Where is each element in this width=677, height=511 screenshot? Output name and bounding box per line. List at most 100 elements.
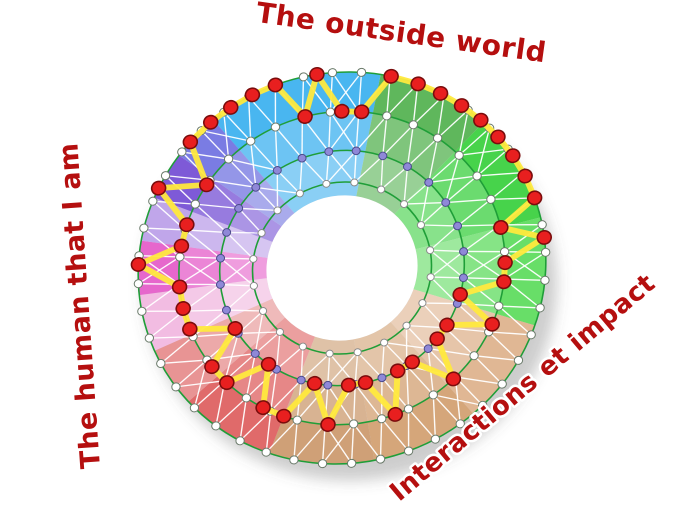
mesh-node[interactable] <box>223 154 234 164</box>
sector-green-light[interactable] <box>401 205 575 360</box>
selected-node[interactable] <box>178 216 196 233</box>
selected-node[interactable] <box>353 103 371 120</box>
mesh-node[interactable] <box>403 446 414 456</box>
mesh-node[interactable] <box>222 227 232 237</box>
mesh-node[interactable] <box>381 111 392 121</box>
mesh-node[interactable] <box>261 447 272 457</box>
mesh-node[interactable] <box>273 206 282 215</box>
mesh-node[interactable] <box>245 136 256 146</box>
selected-node[interactable] <box>308 66 326 83</box>
selected-node[interactable] <box>244 86 262 103</box>
selected-node[interactable] <box>516 167 534 184</box>
mesh-node[interactable] <box>403 404 414 414</box>
selected-node[interactable] <box>254 399 272 416</box>
mesh-node[interactable] <box>258 307 268 316</box>
selected-node[interactable] <box>198 176 216 193</box>
mesh-node[interactable] <box>402 162 412 172</box>
mesh-node[interactable] <box>418 299 427 308</box>
mesh-node[interactable] <box>493 301 504 311</box>
mesh-node[interactable] <box>441 198 451 208</box>
mesh-node[interactable] <box>540 275 551 285</box>
mesh-node[interactable] <box>472 171 483 181</box>
sector-pink-light[interactable] <box>134 252 277 351</box>
selected-node[interactable] <box>226 320 244 337</box>
selected-node[interactable] <box>382 68 400 85</box>
mesh-node[interactable] <box>133 278 144 289</box>
mesh-node[interactable] <box>325 349 334 358</box>
selected-node[interactable] <box>451 286 469 303</box>
mesh-node[interactable] <box>408 120 419 130</box>
mesh-node[interactable] <box>459 247 469 257</box>
selected-node[interactable] <box>296 108 314 125</box>
selected-node[interactable] <box>171 278 189 295</box>
mesh-node[interactable] <box>298 72 309 82</box>
mesh-node[interactable] <box>535 303 546 313</box>
selected-node[interactable] <box>483 316 501 333</box>
selected-node[interactable] <box>306 375 324 392</box>
mesh-node[interactable] <box>270 122 281 132</box>
selected-node[interactable] <box>444 370 462 387</box>
mesh-node[interactable] <box>137 306 148 316</box>
selected-node[interactable] <box>495 273 513 290</box>
mesh-node[interactable] <box>458 273 468 283</box>
selected-node[interactable] <box>203 358 221 375</box>
mesh-node[interactable] <box>377 373 387 383</box>
mesh-node[interactable] <box>513 355 524 365</box>
mesh-node[interactable] <box>416 221 426 230</box>
sector-red[interactable] <box>173 310 347 473</box>
selected-node[interactable] <box>267 76 285 93</box>
mesh-node[interactable] <box>327 67 338 78</box>
mesh-node[interactable] <box>250 349 260 359</box>
mesh-node[interactable] <box>380 338 389 347</box>
mesh-node[interactable] <box>346 458 357 468</box>
mesh-node[interactable] <box>323 380 333 390</box>
mesh-node[interactable] <box>251 182 261 192</box>
selected-node[interactable] <box>504 147 522 164</box>
selected-node[interactable] <box>260 356 278 373</box>
mesh-node[interactable] <box>144 333 155 343</box>
mesh-node[interactable] <box>235 436 246 446</box>
mesh-node[interactable] <box>497 379 508 389</box>
sector-green-medium[interactable] <box>320 47 502 224</box>
selected-node[interactable] <box>403 353 421 370</box>
mesh-node[interactable] <box>257 229 266 238</box>
mesh-node[interactable] <box>350 178 359 187</box>
selected-node[interactable] <box>319 416 337 433</box>
mesh-node[interactable] <box>426 246 435 255</box>
mesh-node[interactable] <box>423 344 433 354</box>
selected-node[interactable] <box>340 376 358 393</box>
selected-node[interactable] <box>218 374 236 391</box>
selected-node[interactable] <box>333 103 351 120</box>
selected-node[interactable] <box>357 374 375 391</box>
mesh-node[interactable] <box>432 133 443 143</box>
mesh-node[interactable] <box>289 455 300 465</box>
selected-node[interactable] <box>489 128 507 145</box>
mesh-node[interactable] <box>221 305 231 315</box>
sector-green-bright[interactable] <box>375 115 541 264</box>
mesh-node[interactable] <box>375 454 386 464</box>
mesh-node[interactable] <box>160 170 171 181</box>
selected-node[interactable] <box>453 97 471 114</box>
mesh-node[interactable] <box>295 189 304 198</box>
mesh-node[interactable] <box>298 342 307 351</box>
mesh-node[interactable] <box>353 348 362 357</box>
selected-node[interactable] <box>386 406 404 423</box>
selected-node[interactable] <box>174 300 192 317</box>
mesh-node[interactable] <box>139 223 150 233</box>
mesh-node[interactable] <box>455 419 466 429</box>
selected-node[interactable] <box>150 180 168 197</box>
mesh-node[interactable] <box>215 280 225 290</box>
selected-node[interactable] <box>275 408 293 425</box>
mesh-node[interactable] <box>356 67 367 77</box>
mesh-node[interactable] <box>156 358 167 368</box>
selected-node[interactable] <box>472 112 490 129</box>
mesh-node[interactable] <box>249 254 258 263</box>
mesh-node[interactable] <box>241 393 252 403</box>
mesh-node[interactable] <box>175 252 186 262</box>
mesh-node[interactable] <box>469 351 480 361</box>
mesh-node[interactable] <box>324 147 334 157</box>
mesh-node[interactable] <box>177 147 188 157</box>
mesh-node[interactable] <box>296 375 306 385</box>
selected-node[interactable] <box>130 256 148 273</box>
mesh-node[interactable] <box>234 203 244 213</box>
